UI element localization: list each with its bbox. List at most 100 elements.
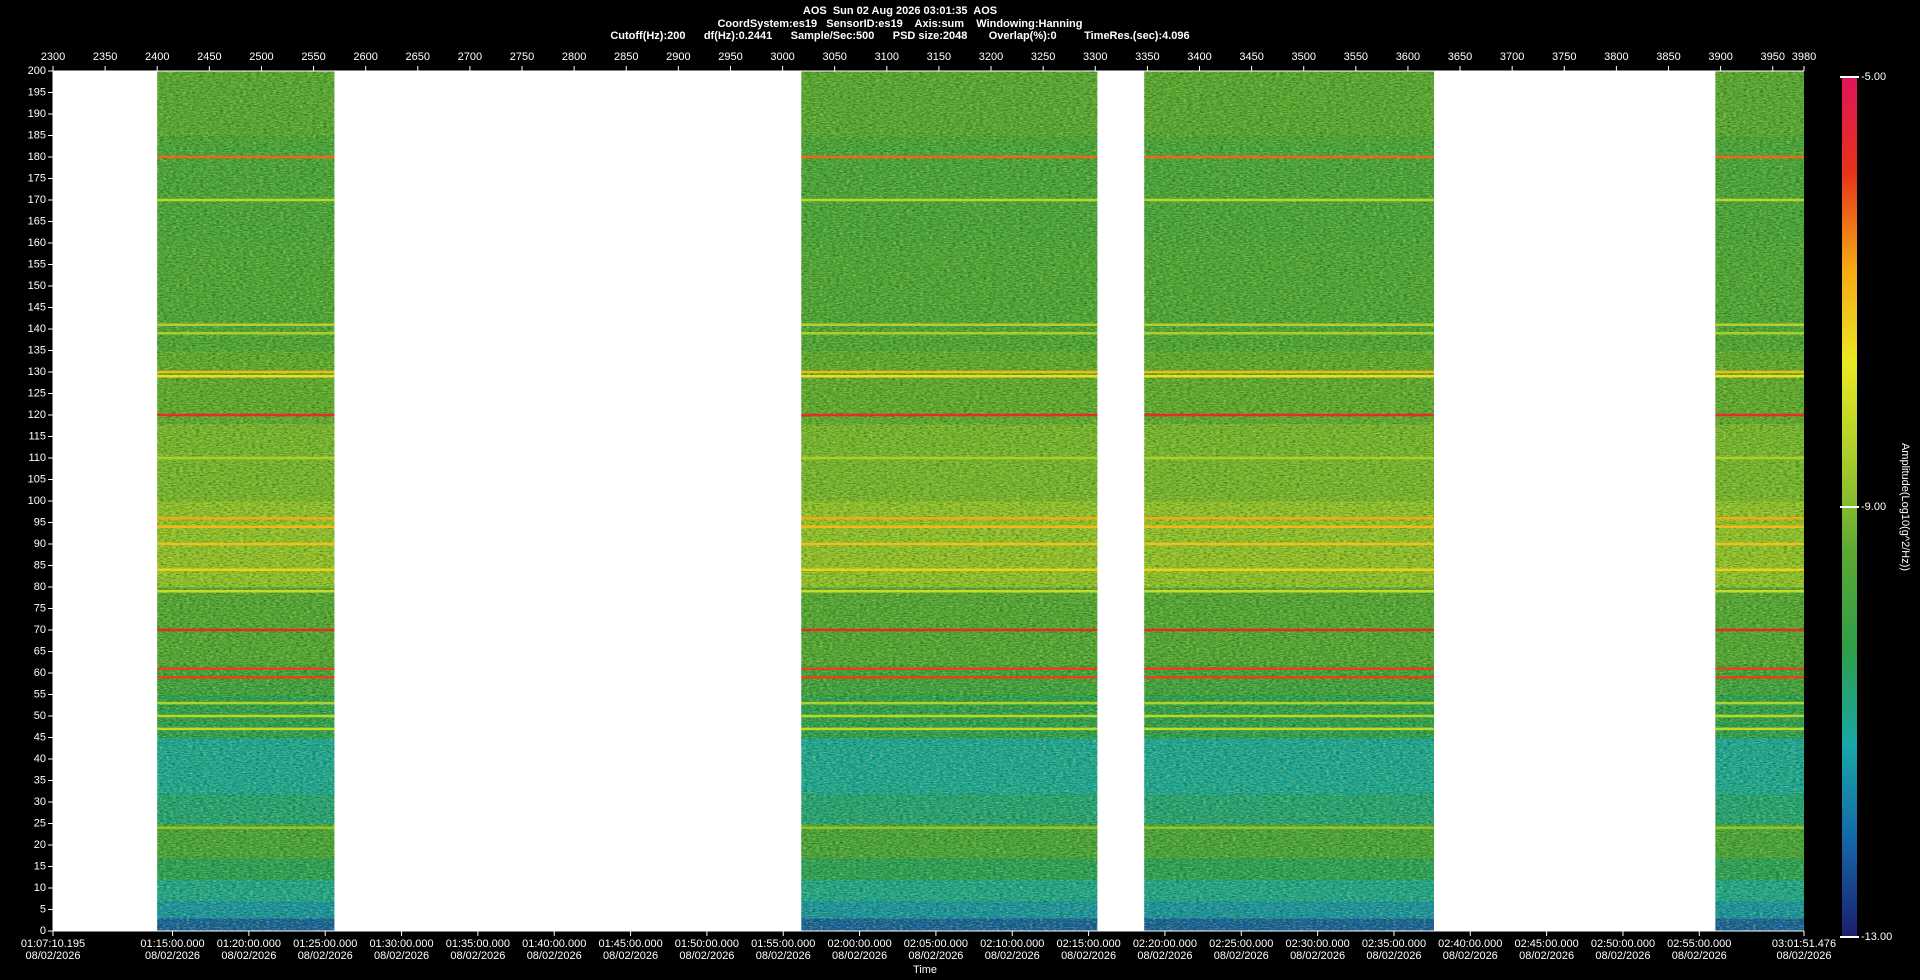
y-tick-label: 20 bbox=[34, 839, 46, 851]
x-tick-label: 2550 bbox=[301, 51, 325, 63]
y-tick-label: 65 bbox=[34, 645, 46, 657]
x-tick-label: 3000 bbox=[770, 51, 794, 63]
title-line: CoordSystem:es19 SensorID:es19 Axis:sum … bbox=[717, 18, 1082, 30]
x-tick-label: 3950 bbox=[1760, 51, 1784, 63]
time-tick-label: 02:40:00.000 bbox=[1438, 938, 1502, 950]
y-tick-label: 175 bbox=[28, 172, 46, 184]
time-tick-label: 02:55:00.000 bbox=[1667, 938, 1731, 950]
x-tick-label: 3900 bbox=[1708, 51, 1732, 63]
time-tick-label: 01:07:10.195 bbox=[21, 938, 85, 950]
y-tick-label: 10 bbox=[34, 882, 46, 894]
x-axis-label: Time bbox=[913, 964, 937, 976]
time-tick-date: 08/02/2026 bbox=[298, 950, 353, 962]
y-tick-label: 160 bbox=[28, 237, 46, 249]
y-tick-label: 200 bbox=[28, 65, 46, 77]
time-tick-date: 08/02/2026 bbox=[374, 950, 429, 962]
spectrogram-segment bbox=[801, 71, 1098, 932]
time-tick-date: 08/02/2026 bbox=[908, 950, 963, 962]
colorbar-tick-label: -13.00 bbox=[1861, 931, 1892, 943]
noise-texture bbox=[801, 71, 1098, 931]
y-tick-label: 35 bbox=[34, 774, 46, 786]
time-tick-date: 08/02/2026 bbox=[25, 950, 80, 962]
time-tick-label: 01:30:00.000 bbox=[369, 938, 433, 950]
x-tick-label: 3350 bbox=[1135, 51, 1159, 63]
time-tick-label: 01:45:00.000 bbox=[598, 938, 662, 950]
y-tick-label: 140 bbox=[28, 323, 46, 335]
time-tick-label: 02:45:00.000 bbox=[1515, 938, 1579, 950]
y-tick-label: 145 bbox=[28, 301, 46, 313]
y-tick-label: 170 bbox=[28, 194, 46, 206]
y-tick-label: 25 bbox=[34, 817, 46, 829]
colorbar-label: Amplitude(Log10(g^2/Hz)) bbox=[1899, 443, 1911, 571]
x-tick-label: 2750 bbox=[510, 51, 534, 63]
x-tick-label: 2800 bbox=[562, 51, 586, 63]
y-tick-label: 80 bbox=[34, 581, 46, 593]
y-tick-label: 40 bbox=[34, 753, 46, 765]
time-tick-label: 01:35:00.000 bbox=[446, 938, 510, 950]
y-tick-label: 85 bbox=[34, 559, 46, 571]
x-tick-label: 2650 bbox=[406, 51, 430, 63]
y-tick-label: 180 bbox=[28, 151, 46, 163]
time-tick-date: 08/02/2026 bbox=[145, 950, 200, 962]
y-tick-label: 125 bbox=[28, 387, 46, 399]
x-tick-label: 2300 bbox=[41, 51, 65, 63]
y-tick-label: 5 bbox=[40, 903, 46, 915]
x-tick-label: 3650 bbox=[1448, 51, 1472, 63]
y-tick-label: 70 bbox=[34, 624, 46, 636]
x-tick-label: 3050 bbox=[822, 51, 846, 63]
y-tick-label: 0 bbox=[40, 925, 46, 937]
y-tick-label: 115 bbox=[28, 430, 46, 442]
time-tick-label: 01:50:00.000 bbox=[675, 938, 739, 950]
time-tick-date: 08/02/2026 bbox=[1214, 950, 1269, 962]
time-tick-date: 08/02/2026 bbox=[1443, 950, 1498, 962]
time-tick-date: 08/02/2026 bbox=[603, 950, 658, 962]
time-tick-date: 08/02/2026 bbox=[985, 950, 1040, 962]
x-tick-label: 2400 bbox=[145, 51, 169, 63]
time-tick-date: 08/02/2026 bbox=[832, 950, 887, 962]
y-tick-label: 90 bbox=[34, 538, 46, 550]
y-tick-label: 95 bbox=[34, 516, 46, 528]
x-tick-label: 3400 bbox=[1187, 51, 1211, 63]
time-tick-date: 08/02/2026 bbox=[1137, 950, 1192, 962]
x-tick-label: 3600 bbox=[1396, 51, 1420, 63]
time-tick-date: 08/02/2026 bbox=[527, 950, 582, 962]
y-tick-label: 110 bbox=[28, 452, 46, 464]
y-tick-label: 55 bbox=[34, 688, 46, 700]
time-tick-label: 03:01:51.476 bbox=[1772, 938, 1836, 950]
time-tick-label: 02:10:00.000 bbox=[980, 938, 1044, 950]
time-tick-label: 01:55:00.000 bbox=[751, 938, 815, 950]
time-tick-date: 08/02/2026 bbox=[221, 950, 276, 962]
time-tick-label: 02:30:00.000 bbox=[1285, 938, 1349, 950]
y-tick-label: 130 bbox=[28, 366, 46, 378]
x-tick-label: 3450 bbox=[1239, 51, 1263, 63]
y-tick-label: 60 bbox=[34, 667, 46, 679]
time-tick-date: 08/02/2026 bbox=[1366, 950, 1421, 962]
x-tick-label: 3250 bbox=[1031, 51, 1055, 63]
y-tick-label: 190 bbox=[28, 108, 46, 120]
x-tick-label: 3200 bbox=[979, 51, 1003, 63]
time-tick-label: 02:05:00.000 bbox=[904, 938, 968, 950]
title-line: Cutoff(Hz):200 df(Hz):0.2441 Sample/Sec:… bbox=[610, 30, 1189, 42]
x-tick-label: 3850 bbox=[1656, 51, 1680, 63]
time-tick-date: 08/02/2026 bbox=[756, 950, 811, 962]
y-tick-label: 105 bbox=[28, 473, 46, 485]
time-tick-label: 01:40:00.000 bbox=[522, 938, 586, 950]
noise-texture bbox=[1144, 71, 1434, 931]
spectrogram-segment bbox=[1144, 71, 1434, 932]
x-tick-label: 3800 bbox=[1604, 51, 1628, 63]
y-tick-label: 165 bbox=[28, 215, 46, 227]
x-tick-label: 2450 bbox=[197, 51, 221, 63]
time-tick-date: 08/02/2026 bbox=[1061, 950, 1116, 962]
y-tick-label: 135 bbox=[28, 344, 46, 356]
time-tick-label: 02:15:00.000 bbox=[1056, 938, 1120, 950]
time-tick-label: 01:20:00.000 bbox=[217, 938, 281, 950]
noise-texture bbox=[1715, 71, 1804, 931]
y-tick-label: 120 bbox=[28, 409, 46, 421]
time-tick-date: 08/02/2026 bbox=[1672, 950, 1727, 962]
x-tick-label: 3550 bbox=[1344, 51, 1368, 63]
time-tick-date: 08/02/2026 bbox=[679, 950, 734, 962]
colorbar-tick-label: -5.00 bbox=[1861, 71, 1886, 83]
spectrogram-segment bbox=[1715, 71, 1804, 932]
y-tick-label: 50 bbox=[34, 710, 46, 722]
